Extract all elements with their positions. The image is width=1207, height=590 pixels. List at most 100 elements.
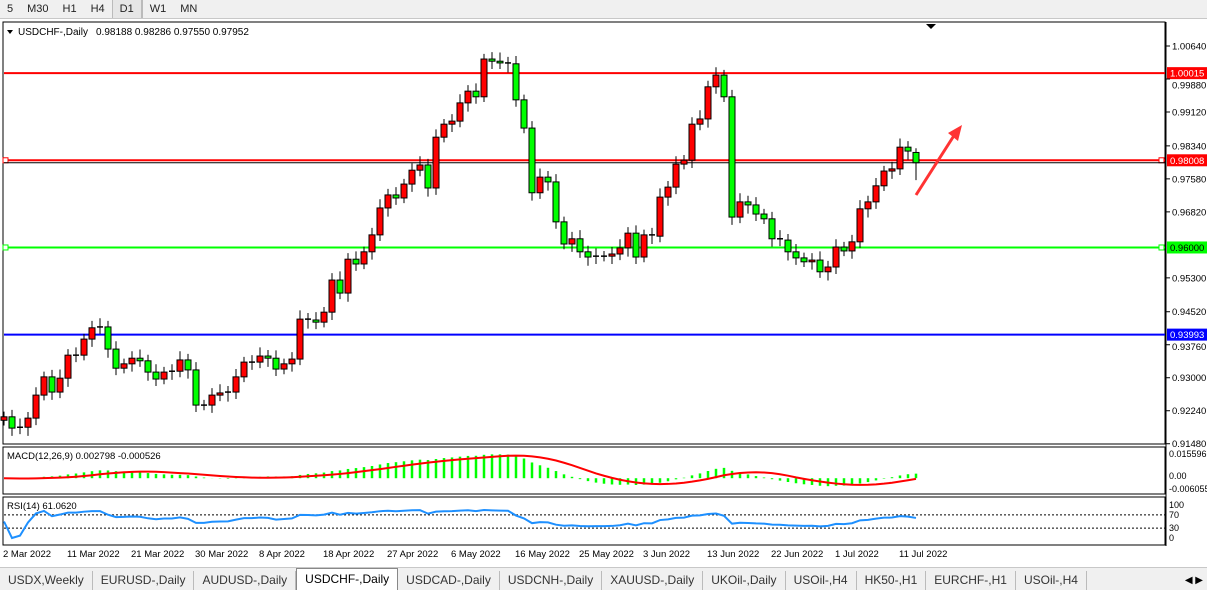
chart-tabs: USDX,Weekly EURUSD-,Daily AUDUSD-,Daily USD… [0, 567, 1207, 590]
candle-body [768, 218, 776, 240]
price-label-text: 0.96000 [1170, 243, 1204, 254]
candle-body [344, 258, 352, 294]
macd-tick-label: 0.00 [1169, 471, 1187, 481]
candle [744, 195, 752, 214]
candle-body [64, 354, 72, 379]
date-tick-label: 30 Mar 2022 [195, 549, 248, 560]
candle-body [280, 363, 288, 370]
candle-body [264, 355, 272, 359]
candle-body [808, 259, 816, 263]
candle [448, 114, 456, 132]
timeframe-h4[interactable]: H4 [90, 3, 105, 15]
line-anchor-handle[interactable] [1158, 244, 1165, 251]
chart-tab[interactable]: USDCAD-,Daily [398, 571, 500, 590]
candle-body [448, 120, 456, 125]
candle [488, 52, 496, 70]
candle [336, 271, 344, 300]
candle [712, 67, 720, 94]
chevron-right-icon[interactable]: ▶ [1195, 575, 1203, 586]
chart-tab[interactable]: XAUUSD-,Daily [602, 571, 704, 590]
candle-body [552, 181, 560, 223]
candle [888, 161, 896, 179]
line-anchor-handle[interactable] [2, 244, 9, 251]
candle-body [848, 241, 856, 252]
timeframe-w1[interactable]: W1 [141, 0, 174, 18]
chart-tab[interactable]: USDCNH-,Daily [500, 571, 603, 590]
candle [480, 53, 488, 103]
candle-body [640, 234, 648, 258]
chart-tab[interactable]: UKOil-,Daily [703, 571, 786, 590]
candle-body [320, 311, 328, 323]
macd-pane[interactable] [2, 446, 1166, 495]
candle [136, 349, 144, 367]
date-tick-label: 2 Mar 2022 [3, 549, 51, 560]
date-tick-label: 6 May 2022 [451, 549, 501, 560]
candle [225, 385, 231, 402]
candle [848, 234, 856, 259]
line-anchor-handle[interactable] [2, 157, 9, 164]
candle [48, 369, 56, 400]
candle [360, 246, 368, 270]
candle-body [872, 185, 880, 203]
candle [824, 260, 832, 281]
candle [584, 245, 592, 266]
candle [440, 118, 448, 143]
candle-body [896, 146, 904, 170]
chart-tab[interactable]: EURUSD-,Daily [93, 571, 195, 590]
caret-down-icon[interactable] [7, 30, 13, 34]
candle-body [568, 238, 576, 245]
candle-body [488, 58, 496, 62]
candle [496, 52, 504, 70]
candle [24, 412, 32, 436]
candle-body [232, 376, 240, 393]
chart-tab[interactable]: EURCHF-,H1 [926, 571, 1016, 590]
chart-shift-marker-icon[interactable] [926, 24, 936, 29]
candle [840, 241, 848, 257]
candle-body [728, 96, 736, 218]
candle [305, 313, 311, 329]
candle-body [608, 253, 616, 257]
timeframe-mn[interactable]: MN [180, 3, 198, 15]
candle-body [656, 196, 664, 237]
arrow-annotation[interactable] [914, 125, 962, 196]
candle [456, 94, 464, 128]
candle-body [360, 251, 368, 265]
candle [704, 80, 712, 128]
chart-tab[interactable]: USOil-,H4 [786, 571, 857, 590]
candle [672, 156, 680, 195]
candle [384, 188, 392, 217]
candle [624, 227, 632, 257]
timeframe-m30[interactable]: M30 [27, 3, 49, 15]
price-label-badge [1167, 241, 1207, 254]
chart-tab[interactable]: USDCHF-,Daily [296, 568, 399, 590]
chart-tab[interactable]: USOil-,H4 [1016, 571, 1087, 590]
price-tick-label: 0.93760 [1172, 342, 1206, 353]
timeframe-d1[interactable]: D1 [111, 0, 142, 18]
candle [472, 83, 480, 104]
timeframe-h1[interactable]: H1 [62, 3, 77, 15]
chevron-left-icon[interactable]: ◀ [1184, 575, 1193, 586]
candle [272, 350, 280, 376]
candle [593, 248, 599, 264]
candle-body [664, 186, 672, 198]
main-chart-pane[interactable] [2, 21, 1166, 445]
candle-body [688, 123, 696, 161]
chart-tab[interactable]: AUDUSD-,Daily [194, 571, 297, 590]
candle-body [752, 204, 760, 215]
chart-tab[interactable]: USDX,Weekly [0, 571, 93, 590]
rsi-pane[interactable] [2, 496, 1166, 546]
rsi-tick-label: 100 [1169, 500, 1184, 510]
candle-body [720, 74, 728, 98]
candle-body [312, 319, 320, 323]
candle [800, 252, 808, 268]
chart-tab[interactable]: HK50-,H1 [857, 571, 927, 590]
timeframe-5[interactable]: 5 [7, 3, 14, 15]
line-anchor-handle[interactable] [1158, 157, 1165, 164]
candle [816, 251, 824, 278]
candle-body [880, 170, 888, 187]
date-tick-label: 11 Mar 2022 [67, 549, 120, 560]
candle [560, 216, 568, 250]
candle [728, 89, 736, 225]
price-tick-label: 0.98340 [1172, 141, 1206, 152]
